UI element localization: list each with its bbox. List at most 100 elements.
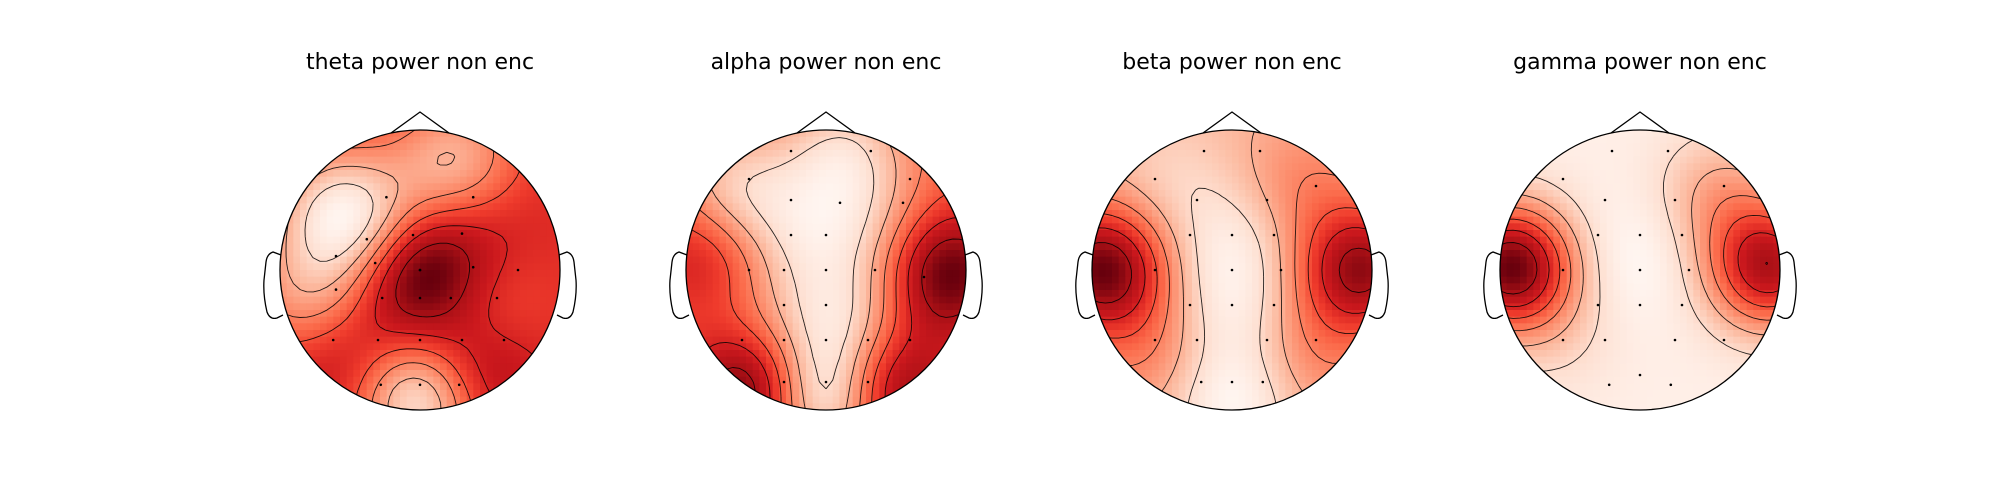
- sensor-marker: [1261, 380, 1265, 384]
- nose-outline: [390, 111, 450, 134]
- sensor-marker: [376, 338, 380, 342]
- right-ear-outline: [1776, 251, 1797, 320]
- nose-outline: [1202, 111, 1262, 134]
- sensor-marker: [740, 338, 744, 342]
- sensor-marker: [747, 268, 751, 272]
- sensor-marker: [1153, 268, 1157, 272]
- sensor-marker: [1680, 303, 1684, 307]
- sensor-marker: [471, 195, 475, 199]
- sensor-marker: [1722, 338, 1726, 342]
- head-outline: [685, 129, 967, 411]
- sensor-marker: [908, 338, 912, 342]
- sensor-marker: [1687, 268, 1691, 272]
- sensor-marker: [516, 268, 520, 272]
- right-ear-outline: [1368, 251, 1389, 320]
- sensor-marker: [789, 198, 793, 202]
- head-outline: [279, 129, 561, 411]
- head-outline: [1091, 129, 1373, 411]
- topomap-panel-alpha: alpha power non enc: [669, 50, 983, 411]
- sensor-marker: [418, 338, 422, 342]
- sensor-marker: [789, 233, 793, 237]
- sensor-marker: [460, 338, 464, 342]
- sensor-marker: [1638, 233, 1642, 237]
- sensor-marker: [1603, 338, 1607, 342]
- sensor-marker: [824, 303, 828, 307]
- sensor-marker: [418, 383, 422, 387]
- sensor-marker: [1265, 198, 1269, 202]
- left-ear-outline: [669, 251, 690, 320]
- sensor-marker: [1638, 373, 1642, 377]
- sensor-marker: [824, 338, 828, 342]
- sensor-marker: [824, 233, 828, 237]
- sensor-marker: [873, 268, 877, 272]
- sensor-marker: [782, 380, 786, 384]
- sensor-marker: [1596, 233, 1600, 237]
- head-outline: [1499, 129, 1781, 411]
- sensor-marker: [334, 288, 338, 291]
- sensor-marker: [838, 201, 842, 205]
- sensor-marker: [1153, 177, 1157, 181]
- sensor-marker: [457, 383, 461, 387]
- sensor-marker: [866, 380, 870, 384]
- sensor-marker: [495, 296, 499, 300]
- sensor-marker: [1607, 383, 1611, 387]
- sensor-marker: [782, 303, 786, 307]
- sensor-marker: [1673, 338, 1677, 342]
- topomap-panel-gamma: gamma power non enc: [1483, 50, 1797, 411]
- sensor-marker: [782, 268, 786, 272]
- sensor-marker: [385, 195, 388, 199]
- right-ear-outline: [962, 251, 983, 320]
- sensor-marker: [1230, 303, 1234, 307]
- panel-title: alpha power non enc: [711, 50, 942, 75]
- sensor-marker: [866, 338, 870, 342]
- sensor-marker: [411, 233, 415, 237]
- sensor-marker: [1561, 177, 1565, 181]
- topomap-panel-theta: theta power non enc: [263, 50, 577, 411]
- sensor-marker: [379, 383, 383, 387]
- left-ear-outline: [1483, 251, 1504, 320]
- sensor-marker: [1596, 303, 1600, 307]
- sensor-marker: [365, 237, 369, 241]
- nose-outline: [1610, 111, 1670, 134]
- sensor-marker: [1314, 338, 1318, 342]
- left-ear-outline: [263, 251, 284, 320]
- sensor-marker: [1314, 184, 1318, 188]
- sensor-marker: [1561, 338, 1565, 342]
- sensor-marker: [1673, 198, 1677, 202]
- sensor-marker: [789, 149, 793, 153]
- sensor-marker: [1666, 149, 1670, 153]
- sensor-marker: [380, 296, 384, 300]
- sensor-marker: [824, 380, 828, 384]
- sensor-marker: [471, 265, 475, 269]
- sensor-marker: [1188, 303, 1192, 307]
- nose-outline: [796, 111, 856, 134]
- sensor-marker: [1272, 233, 1276, 237]
- sensor-marker: [449, 296, 453, 300]
- sensor-marker: [901, 201, 905, 205]
- sensor-marker: [1230, 268, 1234, 272]
- sensor-marker: [1722, 184, 1726, 188]
- sensor-marker: [1258, 149, 1262, 153]
- sensor-marker: [1561, 268, 1565, 272]
- sensor-marker: [460, 232, 464, 235]
- sensor-marker: [1603, 198, 1607, 202]
- sensor-marker: [1272, 303, 1276, 307]
- sensor-marker: [1153, 338, 1157, 342]
- sensor-marker: [922, 275, 926, 279]
- sensor-marker: [824, 268, 828, 272]
- right-ear-outline: [556, 251, 577, 320]
- sensor-marker: [1638, 268, 1642, 272]
- topomap-panel-beta: beta power non enc: [1075, 50, 1389, 411]
- sensor-marker: [1188, 233, 1192, 237]
- sensor-marker: [908, 177, 912, 181]
- panel-title: gamma power non enc: [1513, 50, 1767, 75]
- panel-title: beta power non enc: [1122, 50, 1342, 75]
- sensor-marker: [1202, 149, 1206, 153]
- sensor-marker: [782, 338, 786, 342]
- sensor-marker: [1195, 338, 1199, 342]
- heatmap-surface: [280, 130, 560, 410]
- sensor-marker: [331, 338, 335, 342]
- sensor-marker: [1610, 149, 1614, 153]
- sensor-marker: [1230, 233, 1234, 237]
